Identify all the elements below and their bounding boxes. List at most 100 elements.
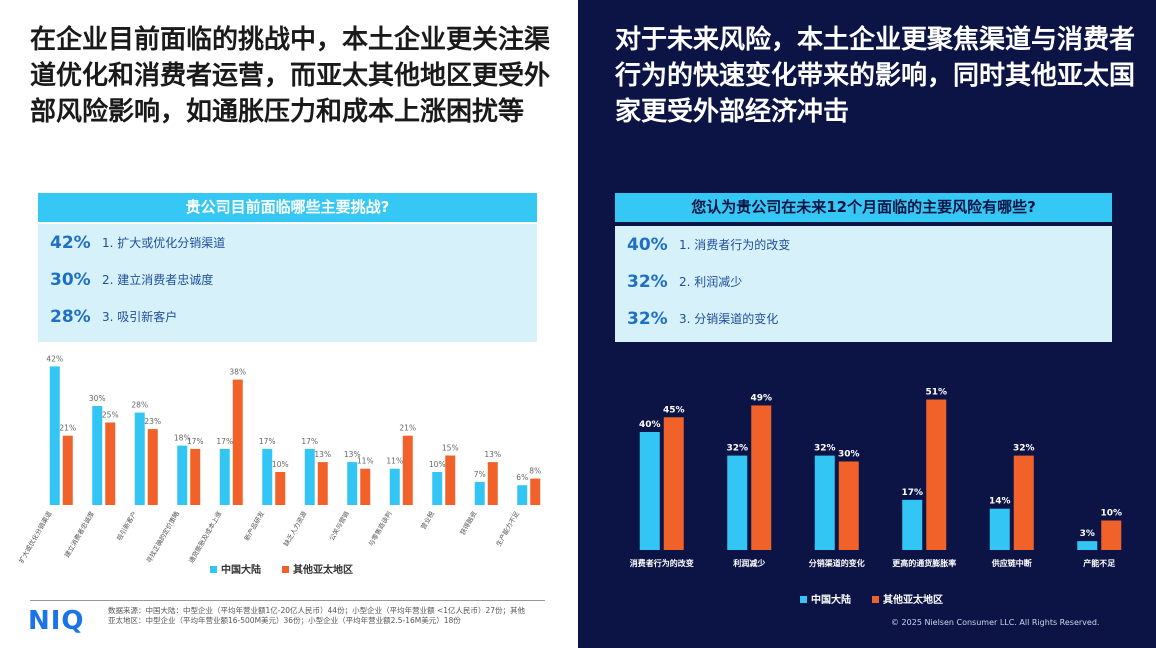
answer-pct: 32% [627, 308, 668, 329]
divider [30, 600, 545, 601]
value-label: 8% [529, 467, 541, 476]
answer-text: 2. 利润减少 [679, 275, 743, 289]
category-label: 建立消费者忠诚度 [62, 509, 96, 559]
value-label: 21% [59, 424, 76, 433]
legend-label: 中国大陆 [811, 593, 851, 606]
bar [134, 412, 145, 505]
category-label: 扩大或优化分销渠道 [16, 509, 53, 565]
bar [517, 485, 528, 505]
answer: 30% 2. 建立消费者忠诚度 [50, 261, 537, 298]
legend-swatch [800, 596, 807, 603]
value-label: 30% [838, 450, 860, 460]
bar [105, 422, 116, 505]
bar [926, 399, 947, 550]
answer-pct: 42% [50, 232, 91, 253]
category-label: 生产能力不足 [494, 509, 522, 548]
legend-label: 中国大陆 [221, 563, 261, 576]
heading: 在企业目前面临的挑战中，本土企业更关注渠道优化和消费者运营，而亚太其他地区更受外… [30, 25, 551, 127]
bar [432, 472, 443, 505]
bar [262, 448, 273, 505]
answer: 42% 1. 扩大或优化分销渠道 [50, 224, 537, 261]
value-label: 42% [46, 354, 63, 363]
bar [838, 461, 859, 550]
bar [275, 472, 286, 505]
bar [487, 462, 498, 505]
copyright: © 2025 Nielsen Consumer LLC. All Rights … [891, 618, 1100, 627]
category-label: 利润减少 [732, 558, 765, 568]
bar [92, 406, 103, 505]
value-label: 10% [429, 460, 446, 469]
answer-text: 3. 分销渠道的变化 [679, 312, 779, 326]
category-label: 获得融资 [458, 509, 479, 536]
answer-text: 3. 吸引新客户 [102, 310, 178, 324]
value-label: 3% [1080, 529, 1095, 539]
bar [402, 435, 413, 505]
bar [989, 508, 1010, 550]
right-panel: 对于未来风险，本土企业更聚焦渠道与消费者行为的快速变化带来的影响，同时其他亚太国… [578, 0, 1156, 648]
bar [317, 462, 328, 505]
answer: 28% 3. 吸引新客户 [50, 298, 537, 335]
value-label: 17% [216, 437, 233, 446]
source-note: 数据来源：中国大陆：中型企业（平均年营业额1亿-20亿人民币）44份；小型企业（… [108, 606, 526, 625]
category-label: 吸引新客户 [114, 510, 138, 543]
bar [147, 429, 158, 505]
value-label: 25% [102, 411, 119, 420]
value-label: 21% [399, 424, 416, 433]
answer-pct: 28% [50, 306, 91, 327]
value-label: 18% [174, 434, 191, 443]
category-label: 供应链中断 [991, 558, 1032, 568]
answer: 40% 1. 消费者行为的改变 [627, 226, 1112, 263]
bar [814, 455, 835, 550]
chart: 42% 21% 扩大或优化分销渠道 30% 25% 建立消费者忠诚度 28% 23% 吸引新客户… [16, 354, 541, 576]
bar [360, 468, 371, 505]
heading: 对于未来风险，本土企业更聚焦渠道与消费者行为的快速变化带来的影响，同时其他亚太国… [615, 25, 1136, 127]
value-label: 17% [901, 488, 923, 498]
bar [347, 462, 358, 505]
bar [639, 432, 660, 550]
value-label: 51% [925, 388, 947, 398]
answer-box: 42% 1. 扩大或优化分销渠道 30% 2. 建立消费者忠诚度 28% 3. 吸引新… [38, 224, 537, 342]
category-label: 寻找正确的定价策略 [144, 509, 181, 565]
category-label: 分销渠道的变化 [809, 558, 865, 568]
bar [177, 445, 188, 505]
legend-label: 其他亚太地区 [293, 563, 353, 576]
value-label: 11% [357, 457, 374, 466]
bar [219, 448, 230, 505]
category-label: 缺乏人力资源 [281, 509, 309, 548]
answer-text: 1. 扩大或优化分销渠道 [102, 236, 226, 250]
bar [49, 366, 60, 505]
question: 贵公司目前面临哪些主要挑战? [38, 193, 537, 222]
category-label: 公关与营销 [327, 509, 351, 542]
value-label: 45% [663, 405, 685, 415]
category-label: 与零售商谈判 [366, 510, 393, 548]
value-label: 13% [344, 450, 361, 459]
value-label: 6% [516, 473, 528, 482]
logo: NIQ [28, 606, 85, 636]
bar [1013, 455, 1034, 550]
value-label: 17% [301, 437, 318, 446]
value-label: 7% [474, 470, 486, 479]
value-label: 13% [314, 450, 331, 459]
bar [304, 448, 315, 505]
bar [663, 417, 684, 550]
bar [474, 481, 485, 505]
legend-swatch [282, 566, 289, 573]
value-label: 23% [144, 417, 161, 426]
value-label: 32% [726, 444, 748, 454]
value-label: 32% [1013, 444, 1035, 454]
legend-label: 其他亚太地区 [883, 593, 943, 606]
bar [389, 468, 400, 505]
value-label: 49% [750, 393, 772, 403]
bar [1101, 520, 1122, 550]
category-label: 新产品研发 [242, 509, 266, 542]
value-label: 17% [187, 437, 204, 446]
category-label: 产能不足 [1083, 558, 1116, 568]
bar [727, 455, 748, 550]
answer-pct: 32% [627, 271, 668, 292]
left-panel: 在企业目前面临的挑战中，本土企业更关注渠道优化和消费者运营，而亚太其他地区更受外… [0, 0, 575, 648]
value-label: 38% [229, 368, 246, 377]
bar [751, 405, 772, 550]
bar [530, 478, 541, 505]
answer-pct: 30% [50, 269, 91, 290]
category-label: 更高的通货膨胀率 [892, 558, 956, 568]
